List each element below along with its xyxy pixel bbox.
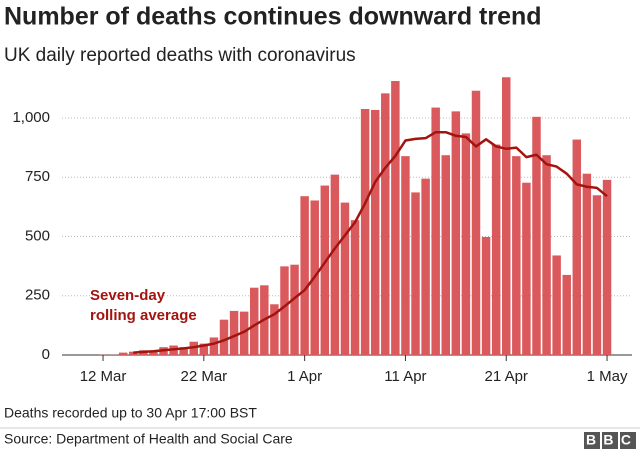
bar bbox=[592, 195, 602, 355]
source: Source: Department of Health and Social … bbox=[4, 431, 293, 447]
bar bbox=[582, 173, 592, 355]
y-tick-label: 0 bbox=[42, 346, 50, 363]
bar bbox=[330, 174, 340, 355]
bar bbox=[270, 304, 279, 355]
bar bbox=[199, 343, 209, 355]
bar bbox=[552, 255, 561, 355]
chart-subtitle: UK daily reported deaths with coronaviru… bbox=[4, 45, 356, 66]
bar bbox=[441, 155, 450, 355]
bar bbox=[431, 107, 440, 356]
bar bbox=[421, 178, 430, 355]
bar bbox=[542, 155, 551, 355]
bar bbox=[118, 352, 128, 355]
bar bbox=[502, 77, 511, 356]
bar bbox=[179, 347, 188, 355]
bar bbox=[250, 287, 259, 355]
y-tick-label: 250 bbox=[25, 287, 50, 304]
bar bbox=[229, 310, 239, 355]
bar bbox=[481, 236, 491, 355]
x-tick-label: 1 Apr bbox=[287, 368, 322, 385]
x-tick-label: 21 Apr bbox=[485, 368, 528, 385]
bar bbox=[411, 192, 420, 355]
logo-text: BBC bbox=[586, 432, 638, 448]
y-tick-label: 500 bbox=[25, 227, 50, 244]
bar bbox=[290, 264, 299, 355]
bar bbox=[512, 156, 521, 355]
bar bbox=[300, 196, 309, 355]
line-label: Seven-day bbox=[90, 287, 166, 304]
bar bbox=[360, 108, 370, 355]
bar bbox=[381, 93, 390, 356]
rolling-average-line bbox=[133, 130, 608, 354]
x-tick-label: 22 Mar bbox=[180, 368, 227, 385]
bar bbox=[340, 202, 350, 355]
x-tick-label: 1 May bbox=[587, 368, 628, 385]
line-label: rolling average bbox=[90, 307, 197, 324]
bar bbox=[522, 182, 531, 355]
bar bbox=[451, 111, 461, 355]
bar bbox=[471, 90, 481, 356]
bar bbox=[532, 116, 541, 355]
x-tick-label: 11 Apr bbox=[384, 368, 426, 385]
bar bbox=[401, 156, 410, 355]
chart-title: Number of deaths continues downward tren… bbox=[4, 3, 542, 31]
bar bbox=[239, 311, 249, 355]
bar bbox=[491, 144, 501, 355]
logo: BBC bbox=[584, 432, 638, 449]
bar bbox=[280, 266, 289, 355]
bar bbox=[562, 274, 571, 355]
bar bbox=[320, 185, 330, 355]
bar bbox=[350, 220, 360, 355]
bar bbox=[461, 133, 471, 355]
bar bbox=[209, 337, 219, 355]
bar bbox=[602, 179, 612, 355]
bar bbox=[391, 81, 400, 355]
y-tick-label: 1,000 bbox=[12, 109, 50, 126]
x-tick-label: 12 Mar bbox=[80, 368, 127, 385]
bar bbox=[370, 109, 380, 355]
bar bbox=[219, 319, 229, 355]
note: Deaths recorded up to 30 Apr 17:00 BST bbox=[4, 405, 257, 421]
bar bbox=[572, 139, 582, 355]
bar bbox=[129, 351, 138, 355]
bar bbox=[149, 351, 158, 355]
y-tick-label: 750 bbox=[25, 168, 50, 185]
